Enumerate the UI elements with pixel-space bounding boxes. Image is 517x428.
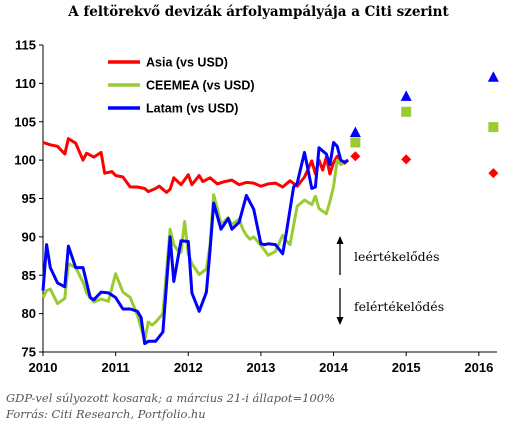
y-tick-label: 75 [22, 345, 36, 360]
y-tick-label: 80 [22, 306, 36, 321]
forecast-diamond-icon [488, 168, 499, 179]
x-tick-label: 2014 [319, 360, 349, 375]
forecast-triangle-icon [349, 126, 361, 137]
x-tick-label: 2016 [464, 360, 493, 375]
forecast-diamond-icon [350, 151, 361, 162]
series-line-2 [41, 141, 349, 346]
x-tick-label: 2011 [102, 360, 130, 375]
footer-note: GDP-vel súlyozott kosarak; a március 21-… [6, 391, 336, 405]
x-tick-label: 2010 [29, 360, 58, 375]
legend-label: Latam (vs USD) [146, 102, 238, 116]
footer-source: Forrás: Citi Research, Portfolio.hu [6, 407, 206, 421]
forecast-triangle-icon [487, 71, 499, 82]
chart-title: A feltörekvő devizák árfolyampályája a C… [68, 4, 449, 20]
y-tick-label: 100 [14, 153, 36, 168]
y-tick-label: 110 [15, 76, 36, 91]
forecast-square-icon [488, 122, 499, 133]
valuation-annotation: leértékelődés felértékelődés [336, 236, 444, 325]
legend-label: Asia (vs USD) [146, 56, 228, 70]
legend-label: CEEMEA (vs USD) [146, 79, 255, 93]
y-tick-label: 90 [22, 229, 36, 244]
forecast-markers [349, 71, 499, 179]
annotation-depreciation: leértékelődés [354, 249, 440, 264]
y-tick-label: 105 [14, 114, 36, 129]
forecast-square-icon [350, 137, 361, 148]
down-arrow-icon [336, 317, 344, 325]
y-tick-label: 85 [22, 268, 36, 283]
up-arrow-icon [336, 236, 344, 244]
forecast-triangle-icon [400, 90, 412, 101]
annotation-appreciation: felértékelődés [354, 299, 444, 314]
x-tick-label: 2015 [392, 360, 421, 375]
series-line-1 [41, 158, 349, 342]
y-tick-label: 115 [15, 38, 36, 53]
legend: Asia (vs USD) CEEMEA (vs USD) Latam (vs US… [108, 56, 255, 116]
series-lines [41, 137, 350, 346]
forecast-square-icon [401, 106, 412, 117]
x-tick-label: 2012 [174, 360, 203, 375]
axes: 75 80 85 90 95 100 105 110 115 2010 2011 2012 2013 20… [14, 38, 497, 375]
x-tick-label: 2013 [246, 360, 275, 375]
forecast-diamond-icon [401, 154, 412, 165]
y-tick-label: 95 [22, 191, 36, 206]
